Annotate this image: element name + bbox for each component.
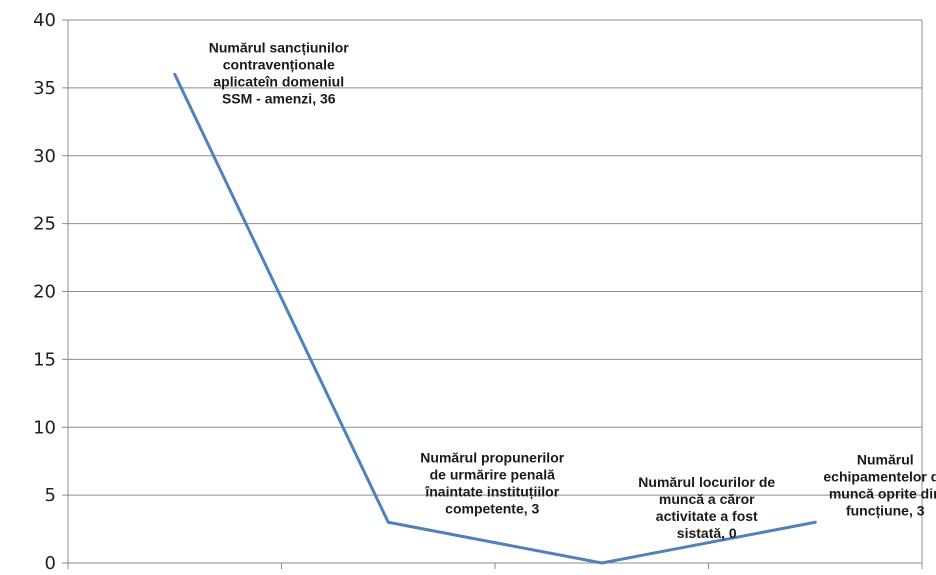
series-line	[173, 73, 816, 565]
data-label-0-line-1: contravenționale	[223, 56, 335, 72]
data-label-1-line-0: Numărul propunerilor	[420, 449, 564, 465]
y-tick-label-15: 15	[33, 349, 56, 370]
data-point-2	[600, 561, 604, 565]
data-label-2-line-1: muncă a căror	[659, 491, 755, 507]
data-label-0-line-3: SSM - amenzi, 36	[222, 90, 336, 106]
data-label-1-line-2: înaintate instituțiilor	[424, 483, 559, 499]
data-point-3	[813, 520, 817, 524]
data-label-0-line-0: Numărul sancțiunilor	[209, 39, 350, 55]
data-series	[173, 72, 817, 565]
y-tick-label-35: 35	[33, 78, 56, 99]
data-label-3: Numărul echipamentelor de muncă oprite din…	[823, 451, 936, 518]
data-label-1: Numărul propunerilor de urmărire penală în…	[420, 449, 564, 516]
data-label-1-line-1: de urmărire penală	[430, 466, 555, 482]
y-tick-label-0: 0	[45, 553, 56, 574]
data-point-0	[173, 72, 177, 76]
data-label-3-line-1: echipamentelor de	[823, 468, 936, 484]
data-label-1-line-3: competente, 3	[445, 500, 539, 516]
data-label-2: Numărul locurilor de muncă a căror activit…	[638, 474, 775, 541]
y-tick-label-25: 25	[33, 214, 56, 235]
data-label-3-line-0: Numărul	[857, 451, 914, 467]
data-labels: Numărul sancțiunilor contravenționale apli…	[209, 39, 936, 541]
data-label-3-line-2: muncă oprite din	[829, 485, 936, 501]
axes	[62, 19, 923, 569]
data-label-3-line-3: funcțiune, 3	[846, 502, 925, 518]
data-label-2-line-3: sistată, 0	[677, 525, 737, 541]
y-tick-label-20: 20	[33, 282, 56, 303]
y-tick-label-10: 10	[33, 417, 56, 438]
data-label-2-line-0: Numărul locurilor de	[638, 474, 775, 490]
data-label-0-line-2: aplicateîn domeniul	[213, 73, 344, 89]
data-label-0: Numărul sancțiunilor contravenționale apli…	[209, 39, 350, 106]
gridlines	[68, 19, 922, 496]
data-point-1	[386, 520, 390, 524]
data-label-2-line-2: activitate a fost	[656, 508, 758, 524]
y-axis-tick-labels: 0 5 10 15 20 25 30 35 40	[33, 10, 56, 574]
y-tick-label-40: 40	[33, 10, 56, 31]
y-tick-label-5: 5	[45, 485, 56, 506]
y-tick-label-30: 30	[33, 146, 56, 167]
